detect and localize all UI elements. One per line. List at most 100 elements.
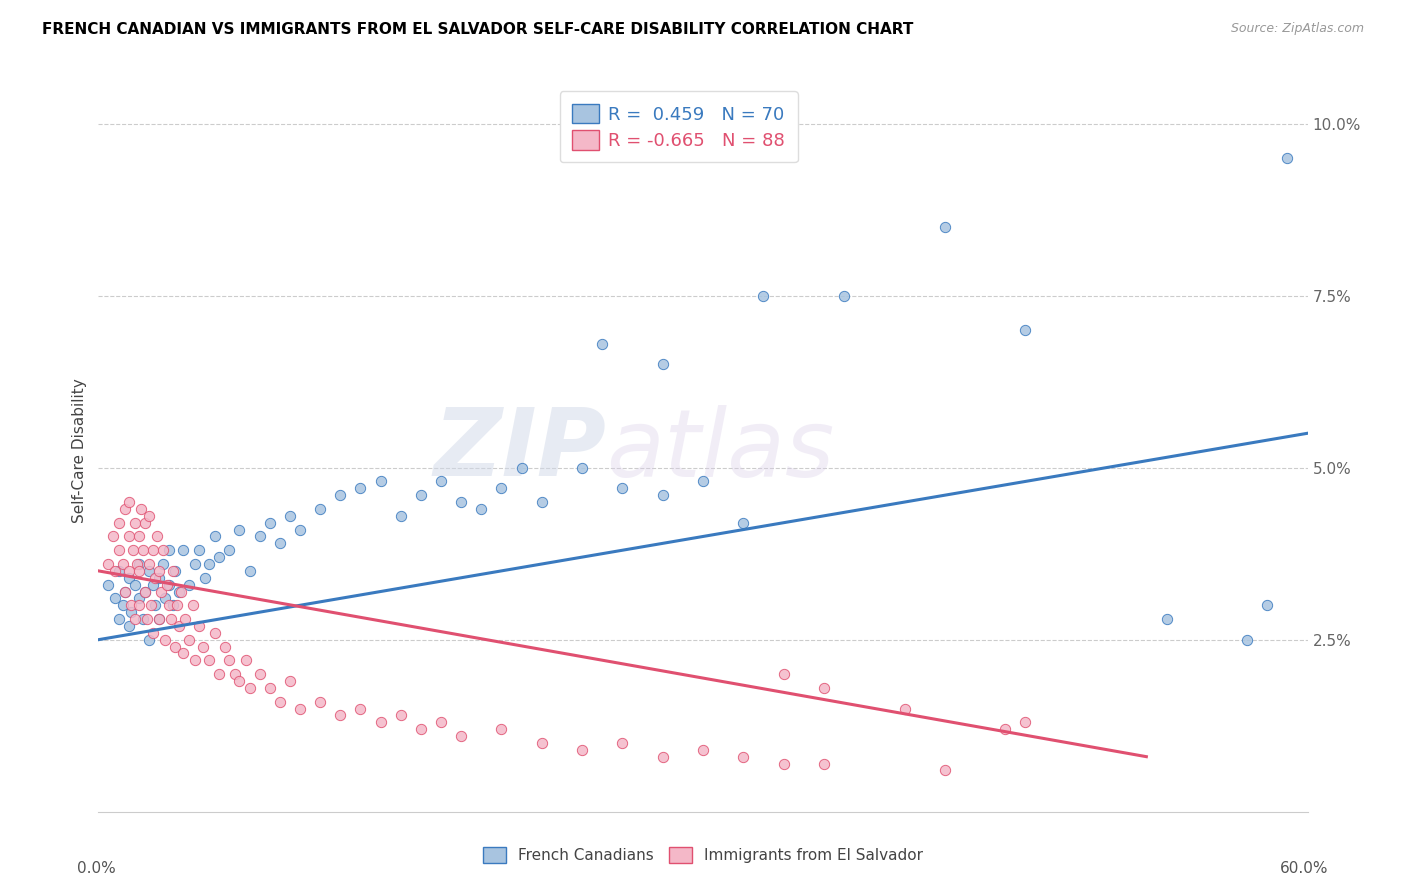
- Point: [152, 543, 174, 558]
- Point: [813, 756, 835, 771]
- Point: [530, 495, 553, 509]
- Point: [166, 599, 188, 613]
- Point: [138, 557, 160, 571]
- Point: [733, 516, 755, 530]
- Point: [107, 612, 129, 626]
- Point: [612, 481, 634, 495]
- Point: [1256, 599, 1278, 613]
- Point: [1236, 632, 1258, 647]
- Point: [370, 475, 392, 489]
- Point: [278, 508, 301, 523]
- Point: [143, 571, 166, 585]
- Point: [172, 543, 194, 558]
- Point: [450, 729, 472, 743]
- Point: [172, 647, 194, 661]
- Point: [893, 701, 915, 715]
- Legend: French Canadians, Immigrants from El Salvador: French Canadians, Immigrants from El Sal…: [477, 841, 929, 869]
- Point: [179, 632, 201, 647]
- Point: [370, 715, 392, 730]
- Point: [349, 701, 371, 715]
- Point: [153, 632, 176, 647]
- Point: [148, 612, 170, 626]
- Text: FRENCH CANADIAN VS IMMIGRANTS FROM EL SALVADOR SELF-CARE DISABILITY CORRELATION : FRENCH CANADIAN VS IMMIGRANTS FROM EL SA…: [42, 22, 914, 37]
- Text: atlas: atlas: [606, 405, 835, 496]
- Point: [198, 557, 221, 571]
- Point: [121, 543, 143, 558]
- Point: [138, 632, 160, 647]
- Point: [97, 557, 120, 571]
- Point: [349, 481, 371, 495]
- Point: [409, 488, 432, 502]
- Point: [118, 564, 141, 578]
- Point: [208, 550, 231, 565]
- Point: [188, 619, 211, 633]
- Point: [114, 584, 136, 599]
- Text: 60.0%: 60.0%: [1281, 861, 1329, 876]
- Text: 0.0%: 0.0%: [77, 861, 117, 876]
- Point: [1014, 715, 1036, 730]
- Point: [162, 599, 184, 613]
- Point: [124, 612, 146, 626]
- Point: [772, 667, 794, 681]
- Point: [198, 653, 221, 667]
- Point: [152, 557, 174, 571]
- Point: [218, 543, 240, 558]
- Point: [733, 749, 755, 764]
- Point: [118, 619, 141, 633]
- Point: [228, 673, 250, 688]
- Point: [470, 502, 492, 516]
- Point: [218, 653, 240, 667]
- Point: [430, 475, 453, 489]
- Point: [174, 612, 197, 626]
- Point: [118, 495, 141, 509]
- Point: [118, 571, 141, 585]
- Point: [491, 722, 513, 736]
- Point: [530, 736, 553, 750]
- Point: [389, 708, 412, 723]
- Point: [204, 529, 226, 543]
- Point: [163, 564, 186, 578]
- Point: [228, 523, 250, 537]
- Point: [179, 577, 201, 591]
- Point: [772, 756, 794, 771]
- Point: [167, 619, 190, 633]
- Point: [142, 625, 165, 640]
- Point: [118, 529, 141, 543]
- Point: [134, 584, 156, 599]
- Point: [491, 481, 513, 495]
- Point: [651, 358, 673, 372]
- Point: [148, 571, 170, 585]
- Point: [450, 495, 472, 509]
- Point: [1014, 323, 1036, 337]
- Point: [128, 557, 150, 571]
- Point: [692, 475, 714, 489]
- Point: [309, 695, 332, 709]
- Point: [651, 749, 673, 764]
- Point: [409, 722, 432, 736]
- Point: [107, 543, 129, 558]
- Point: [132, 612, 155, 626]
- Point: [146, 529, 169, 543]
- Point: [103, 564, 125, 578]
- Point: [329, 488, 352, 502]
- Point: [224, 667, 246, 681]
- Point: [259, 681, 281, 695]
- Point: [389, 508, 412, 523]
- Point: [193, 640, 215, 654]
- Point: [120, 605, 142, 619]
- Point: [163, 640, 186, 654]
- Point: [204, 625, 226, 640]
- Point: [329, 708, 352, 723]
- Point: [510, 460, 533, 475]
- Point: [111, 557, 134, 571]
- Point: [142, 543, 165, 558]
- Point: [135, 612, 157, 626]
- Point: [128, 564, 150, 578]
- Point: [309, 502, 332, 516]
- Point: [148, 564, 170, 578]
- Point: [934, 764, 956, 778]
- Point: [160, 612, 183, 626]
- Point: [214, 640, 236, 654]
- Point: [571, 743, 593, 757]
- Point: [124, 516, 146, 530]
